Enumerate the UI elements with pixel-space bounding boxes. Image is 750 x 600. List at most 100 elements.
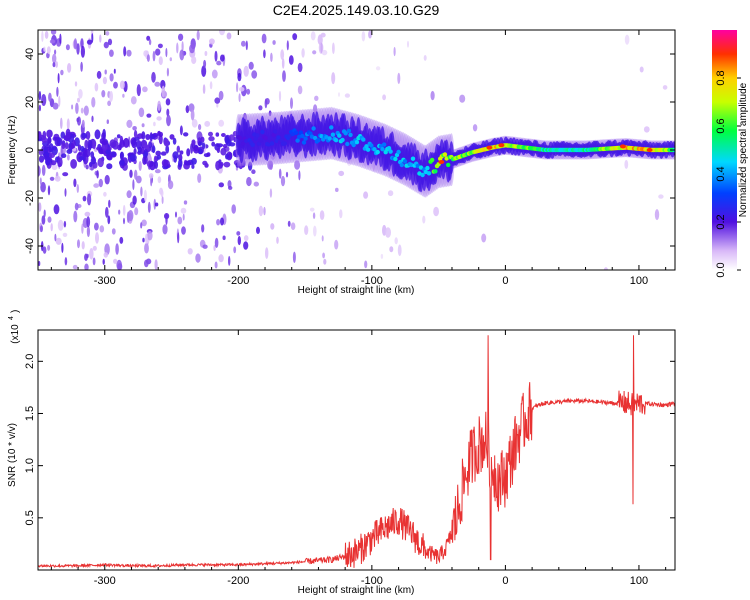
spectrogram-speckle <box>74 137 80 147</box>
spectrogram-speckle <box>603 267 608 270</box>
spectrogram-speckle <box>109 73 114 82</box>
spectrogram-speckle <box>218 182 224 188</box>
spectrogram-speckle <box>191 139 196 145</box>
spectrogram-speckle <box>285 171 289 178</box>
snr-panel: -300 -200 -100 0 100 0.5 1.0 1.5 2.0 Height of … <box>7 310 676 596</box>
spectrogram-speckle <box>122 204 126 216</box>
x-tick-label: 0 <box>502 275 508 287</box>
spectrogram-speckle <box>115 243 119 255</box>
ridge-core <box>426 171 432 176</box>
spectrogram-speckle <box>258 205 264 217</box>
spectrogram-speckle <box>334 239 339 250</box>
ridge-core <box>381 142 387 147</box>
ridge-core <box>263 135 268 141</box>
spectrogram-speckle <box>459 94 466 103</box>
spectrogram-speckle <box>77 97 80 103</box>
spectrogram-speckle <box>87 139 93 150</box>
spectrogram-speckle <box>84 253 88 261</box>
spectrogram-speckle <box>181 41 184 52</box>
spectrogram-speckle <box>183 132 189 137</box>
spectrogram-speckle <box>153 198 156 210</box>
spectrogram-speckle <box>423 55 427 61</box>
x-tick-label: 0 <box>502 575 508 587</box>
ridge-core <box>269 141 275 146</box>
ridge-core <box>295 138 300 143</box>
spectrogram-speckle <box>202 84 206 94</box>
spectrogram-speckle <box>47 244 51 251</box>
spectrogram-speckle <box>92 245 97 251</box>
spectrogram-speckle <box>107 38 113 46</box>
spectrogram-speckle <box>154 259 158 270</box>
spectrogram-speckle <box>132 179 135 191</box>
spectrogram-speckle <box>96 170 99 179</box>
spectrogram-speckle <box>231 204 236 214</box>
spectrogram-speckle <box>143 144 150 150</box>
snr-x-ticks: -300 -200 -100 0 100 <box>50 330 667 587</box>
spectrogram-speckle <box>38 104 42 112</box>
spectrogram-speckle <box>157 43 163 49</box>
spectrogram-speckle <box>38 165 41 177</box>
spectrogram-speckle <box>60 69 64 76</box>
spectrogram-speckle <box>151 145 156 154</box>
spectrogram-speckle <box>48 152 55 158</box>
spectrogram-speckle <box>154 81 161 87</box>
spectrogram-speckle <box>158 56 163 66</box>
spectrogram-speckle <box>87 193 92 206</box>
spectrogram-speckle <box>80 45 85 58</box>
spectrogram-speckle <box>658 194 664 199</box>
spectrogram-speckle <box>119 236 124 244</box>
spectrogram-speckle <box>80 61 83 72</box>
spectrogram-speckle <box>101 132 106 141</box>
spectrogram-speckle <box>76 184 80 193</box>
spectrogram-speckle <box>304 225 309 236</box>
spectrogram-speckle <box>77 239 80 249</box>
spectrogram-speckle <box>64 257 68 266</box>
ridge-core <box>255 133 260 138</box>
ridge-core <box>287 134 292 139</box>
spectrogram-speckle <box>104 174 110 185</box>
spectrogram-speckle <box>82 195 87 202</box>
spectrogram-speckle <box>103 41 109 49</box>
spectrogram-speckle <box>219 30 225 36</box>
spectrogram-speckle <box>141 219 147 227</box>
spectrogram-speckle <box>198 124 202 131</box>
spectrogram-speckle <box>61 242 64 253</box>
spectrogram-speckle <box>433 206 439 217</box>
spectrogram-speckle <box>208 131 213 137</box>
ridge-core <box>333 138 339 143</box>
spectrogram-ridge <box>235 106 675 198</box>
spectrogram-speckle <box>380 253 384 259</box>
spectrogram-speckle <box>363 191 369 199</box>
spectrogram-speckle <box>130 96 137 105</box>
spectrogram-speckle <box>218 254 224 263</box>
spectrogram-speckle <box>214 237 219 248</box>
spectrogram-speckle <box>95 232 99 244</box>
spectrogram-speckle <box>52 102 59 110</box>
spectrogram-speckle <box>269 188 273 198</box>
y-tick-label: 20 <box>24 96 36 108</box>
spectrogram-speckle <box>111 228 116 235</box>
spectrogram-speckle <box>313 225 317 237</box>
colorbar-tick-label: 0.8 <box>715 70 727 85</box>
spectrogram-speckle <box>72 264 78 270</box>
y-tick-label: 1.0 <box>24 458 36 473</box>
chart-title: C2E4.2025.149.03.10.G29 <box>273 2 440 18</box>
spectrogram-speckle <box>179 125 183 136</box>
ridge-core <box>260 129 265 135</box>
spectrogram-speckle <box>180 207 187 214</box>
spectrogram-speckle <box>158 134 163 145</box>
ridge-peak <box>646 148 653 152</box>
spectrogram-speckle <box>202 244 208 249</box>
ridge-core <box>418 165 424 170</box>
spectrogram-speckle <box>77 116 81 126</box>
y-tick-label: 40 <box>24 48 36 60</box>
snr-y-ticks: 0.5 1.0 1.5 2.0 <box>24 354 675 525</box>
spectrogram-speckle <box>119 80 125 90</box>
spectrogram-speckle <box>165 213 168 226</box>
spectrogram-speckle <box>126 49 132 57</box>
spectrogram-speckle <box>96 70 102 79</box>
spectrogram-speckle <box>335 187 339 192</box>
spectrogram-speckle <box>368 30 372 39</box>
